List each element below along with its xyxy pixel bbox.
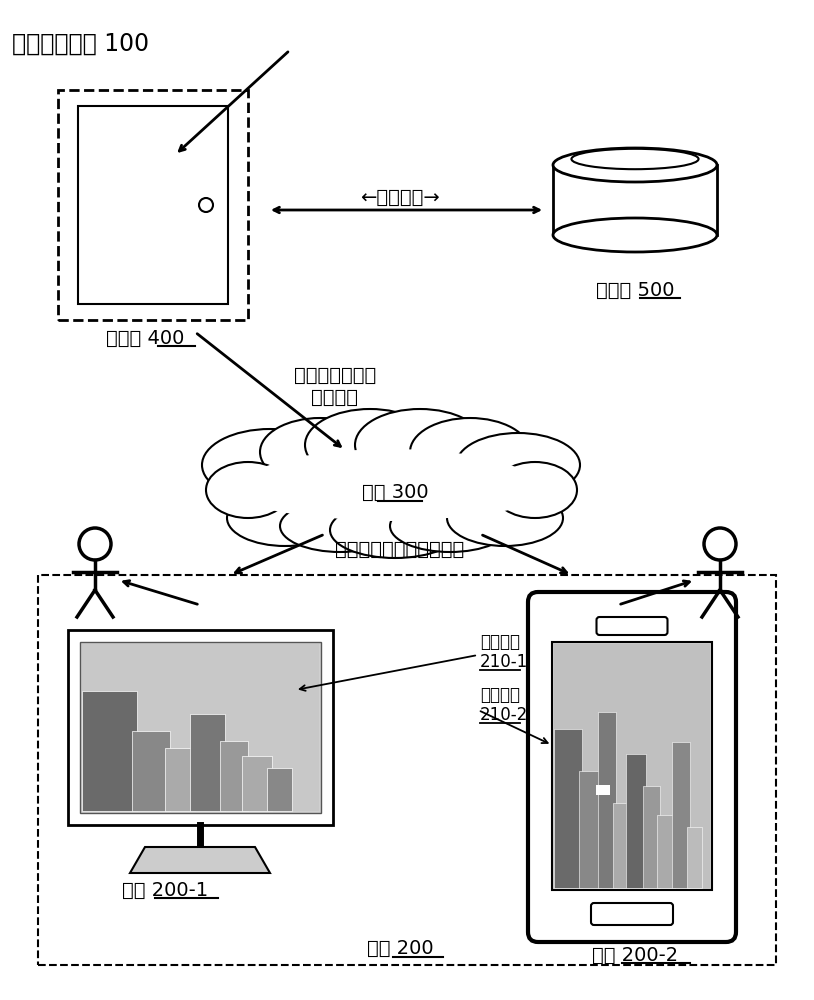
Ellipse shape — [260, 418, 380, 486]
Ellipse shape — [210, 448, 570, 532]
Text: 数据库 500: 数据库 500 — [596, 280, 674, 300]
Text: 网络 300: 网络 300 — [361, 483, 428, 502]
Ellipse shape — [202, 429, 338, 501]
Ellipse shape — [390, 500, 510, 552]
Ellipse shape — [410, 418, 530, 486]
Ellipse shape — [305, 409, 435, 481]
Text: 210-2: 210-2 — [480, 706, 528, 724]
Bar — [613, 803, 629, 888]
Text: 图形界面: 图形界面 — [480, 633, 520, 651]
Ellipse shape — [280, 500, 400, 552]
FancyBboxPatch shape — [38, 575, 776, 965]
Bar — [672, 742, 690, 888]
Ellipse shape — [456, 433, 580, 497]
Ellipse shape — [330, 502, 460, 558]
FancyBboxPatch shape — [597, 617, 667, 635]
Bar — [554, 644, 710, 888]
Ellipse shape — [553, 148, 717, 182]
Ellipse shape — [553, 218, 717, 252]
Text: 210-1: 210-1 — [480, 653, 528, 671]
Text: 模型展开请求、: 模型展开请求、 — [294, 365, 376, 384]
Bar — [687, 827, 702, 888]
Bar — [165, 748, 195, 811]
Text: 展开结果: 展开结果 — [312, 387, 358, 406]
Bar — [626, 754, 646, 888]
Bar — [132, 731, 170, 811]
Bar — [579, 771, 601, 888]
Text: 终端 200-2: 终端 200-2 — [592, 946, 678, 964]
Text: 终端 200: 终端 200 — [366, 938, 433, 958]
Ellipse shape — [206, 462, 290, 518]
Ellipse shape — [230, 460, 550, 520]
Ellipse shape — [355, 409, 485, 481]
Bar — [598, 712, 616, 888]
Text: 模型展开请求、展开结果: 模型展开请求、展开结果 — [335, 540, 465, 558]
Bar — [80, 642, 321, 813]
FancyBboxPatch shape — [552, 642, 712, 890]
FancyBboxPatch shape — [591, 903, 673, 925]
Bar — [242, 756, 272, 811]
Bar — [643, 786, 660, 888]
FancyBboxPatch shape — [58, 90, 248, 320]
Bar — [267, 768, 292, 811]
Polygon shape — [130, 847, 270, 873]
Bar — [553, 165, 717, 235]
Text: 终端 200-1: 终端 200-1 — [122, 880, 208, 900]
Bar — [220, 741, 248, 811]
Ellipse shape — [227, 490, 343, 546]
Bar — [190, 714, 225, 811]
Text: ←数据支持→: ←数据支持→ — [360, 188, 440, 207]
Bar — [554, 729, 582, 888]
Text: 图形界面: 图形界面 — [480, 686, 520, 704]
Text: 模型展开系统 100: 模型展开系统 100 — [12, 32, 149, 56]
Bar — [82, 691, 137, 811]
Ellipse shape — [447, 490, 563, 546]
FancyBboxPatch shape — [78, 106, 228, 304]
Ellipse shape — [571, 149, 698, 169]
FancyBboxPatch shape — [528, 592, 736, 942]
Bar — [596, 785, 610, 795]
Bar — [82, 644, 319, 811]
FancyBboxPatch shape — [68, 630, 333, 825]
Ellipse shape — [493, 462, 577, 518]
Text: 服务器 400: 服务器 400 — [106, 328, 184, 348]
Ellipse shape — [245, 449, 535, 521]
Bar — [657, 815, 675, 888]
